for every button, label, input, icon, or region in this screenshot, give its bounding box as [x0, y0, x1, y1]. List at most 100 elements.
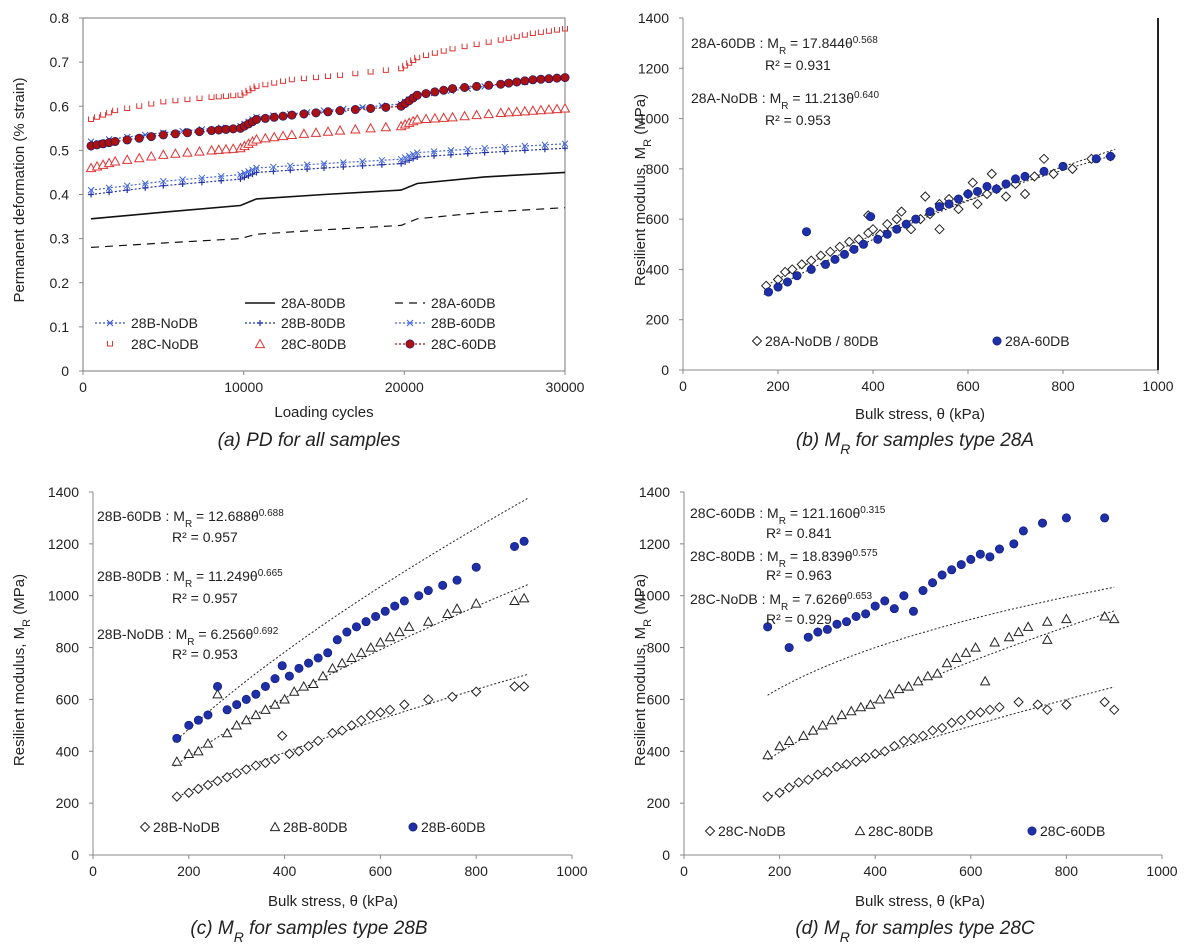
data-point: [241, 169, 248, 177]
data-point: [270, 674, 280, 684]
data-point: [920, 191, 931, 202]
data-point: [271, 80, 278, 86]
data-point: [903, 680, 915, 691]
data-point: [212, 775, 223, 787]
series-28c-80db: [85, 102, 571, 173]
data-point: [294, 663, 304, 673]
data-point: [1019, 188, 1031, 200]
data-point: [412, 90, 422, 100]
y-tick-label: 1400: [639, 484, 670, 500]
data-point: [473, 41, 480, 47]
legend-label: 28C-60DB: [1040, 823, 1105, 839]
data-point: [984, 704, 996, 716]
data-point: [269, 112, 279, 122]
data-point: [421, 89, 431, 99]
data-point: [172, 97, 179, 104]
data-point: [822, 624, 832, 634]
data-point: [521, 32, 528, 38]
data-point: [367, 69, 374, 75]
data-point: [88, 116, 95, 122]
mr-28c-y-axis-label: Resilient modulus, MR (MPa): [632, 574, 654, 766]
data-point: [251, 133, 262, 144]
x-tick-label: 600: [959, 863, 983, 879]
regression-equation: 28A-60DB : MR = 17.844θ0.568: [691, 35, 878, 57]
data-point: [896, 206, 907, 217]
data-point: [452, 575, 462, 585]
data-point: [366, 103, 376, 113]
equation-subscript: R: [185, 579, 192, 590]
data-point: [245, 172, 252, 179]
data-point: [825, 246, 836, 258]
data-point: [325, 73, 332, 79]
data-point: [511, 106, 523, 116]
data-point: [382, 67, 389, 73]
y-tick-label: 0.1: [50, 319, 70, 335]
regression-equation: 28B-60DB : MR = 12.688θ0.688: [97, 508, 284, 530]
y-tick-label: 0.8: [50, 10, 70, 26]
data-point: [442, 608, 453, 618]
data-point: [501, 143, 509, 151]
data-point: [260, 757, 271, 769]
data-point: [213, 144, 225, 154]
data-point: [520, 76, 530, 86]
data-point: [830, 254, 840, 264]
data-point: [774, 787, 785, 798]
data-point: [1091, 154, 1101, 164]
data-point: [371, 611, 381, 621]
data-point: [403, 621, 415, 631]
data-point: [146, 132, 156, 142]
data-point: [300, 75, 307, 82]
mr-28b-x-axis-label: Bulk stress, θ (kPa): [268, 893, 398, 910]
data-point: [941, 657, 953, 668]
equation-lhs: 28B-80DB : M: [97, 568, 185, 584]
legend-marker: [269, 821, 281, 832]
data-point: [423, 694, 434, 705]
data-point: [972, 198, 983, 210]
data-point: [521, 142, 529, 150]
data-point: [402, 158, 409, 165]
data-point: [908, 733, 919, 744]
data-point: [361, 617, 371, 627]
data-point: [394, 626, 405, 637]
data-point: [543, 104, 555, 114]
mr-28b-y-axis-label: Resilient modulus, MR (MPa): [11, 574, 33, 766]
data-point: [850, 756, 862, 767]
y-tick-label: 0: [662, 847, 670, 863]
caption-c: (c) MR for samples type 28B: [190, 918, 427, 945]
data-point: [231, 719, 243, 730]
data-point: [206, 144, 217, 155]
data-point: [121, 154, 133, 164]
data-point: [336, 725, 348, 736]
mr-28a-y-axis-label: Resilient modulus, MR (MPa): [632, 94, 654, 286]
data-point: [1042, 704, 1053, 716]
data-point: [849, 244, 859, 254]
data-point: [105, 184, 113, 192]
data-point: [527, 105, 539, 115]
data-point: [464, 150, 471, 157]
data-point: [879, 746, 890, 757]
y-tick-label: 1000: [48, 588, 79, 604]
data-point: [447, 691, 458, 703]
data-point: [406, 157, 413, 164]
data-point: [451, 603, 463, 613]
data-point: [431, 152, 438, 159]
equation-lhs: 28A-60DB : M: [691, 35, 779, 51]
data-point: [250, 760, 262, 771]
data-point: [221, 772, 233, 783]
data-point: [762, 749, 773, 760]
legend-marker: [405, 339, 415, 349]
data-point: [196, 95, 203, 102]
data-point: [873, 234, 883, 244]
data-point: [917, 730, 929, 741]
data-point: [241, 694, 251, 704]
data-point: [184, 96, 191, 103]
data-point: [284, 671, 294, 681]
data-point: [193, 745, 204, 756]
equation-rhs: = 7.626θ: [788, 591, 847, 607]
data-point: [399, 596, 409, 606]
data-point: [277, 661, 287, 671]
data-point: [834, 241, 845, 253]
data-point: [981, 188, 993, 200]
data-point: [398, 160, 405, 167]
data-point: [405, 152, 413, 160]
